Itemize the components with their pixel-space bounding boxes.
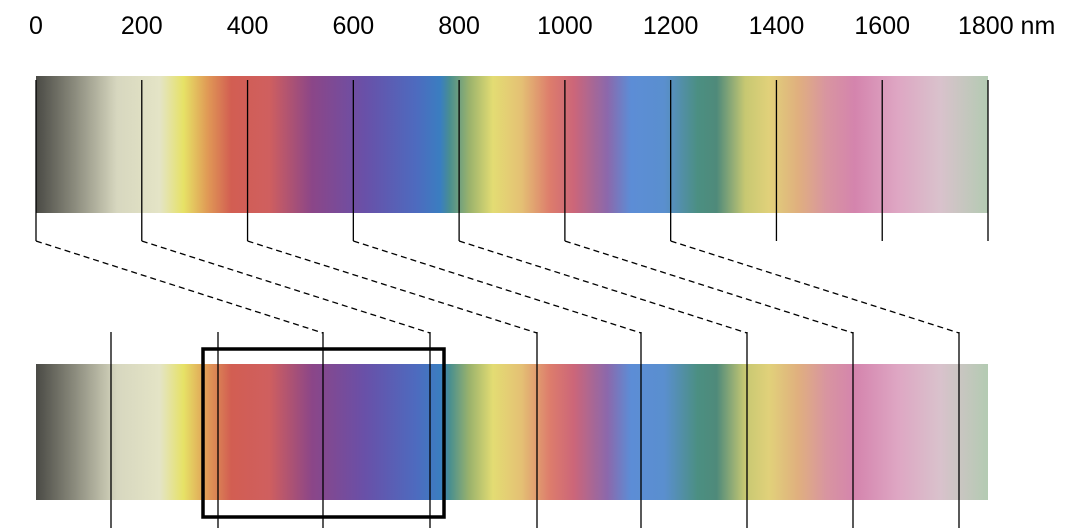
dashed-connector-line <box>247 240 538 334</box>
highlight-box <box>201 347 446 519</box>
wavelength-labels: 0 200 400 600 800 1000 1200 1400 1600 1800 nm <box>29 12 1055 40</box>
dashed-connector-lines <box>35 240 960 334</box>
wavelength-label: 1200 <box>643 12 699 40</box>
dashed-connector-line <box>353 240 642 334</box>
wavelength-label: 1400 <box>749 12 805 40</box>
dashed-connector-line <box>670 240 960 334</box>
top-tick-lines <box>35 80 989 241</box>
dashed-connector-line <box>458 240 748 334</box>
wavelength-label: 400 <box>227 12 269 40</box>
wavelength-label: 600 <box>332 12 374 40</box>
dashed-connector-line <box>35 240 324 334</box>
bottom-tick-lines <box>110 332 960 528</box>
wavelength-label: 0 <box>29 12 43 40</box>
dashed-connector-line <box>564 240 854 334</box>
top-spectrum-bar <box>36 76 988 213</box>
dashed-connector-line <box>141 240 431 334</box>
wavelength-label: 200 <box>121 12 163 40</box>
wavelength-label: 1800 nm <box>958 12 1055 40</box>
wavelength-label: 1600 <box>854 12 910 40</box>
wavelength-label: 800 <box>438 12 480 40</box>
bottom-stretched-spectrum-bar <box>36 364 988 500</box>
wavelength-label: 1000 <box>537 12 593 40</box>
